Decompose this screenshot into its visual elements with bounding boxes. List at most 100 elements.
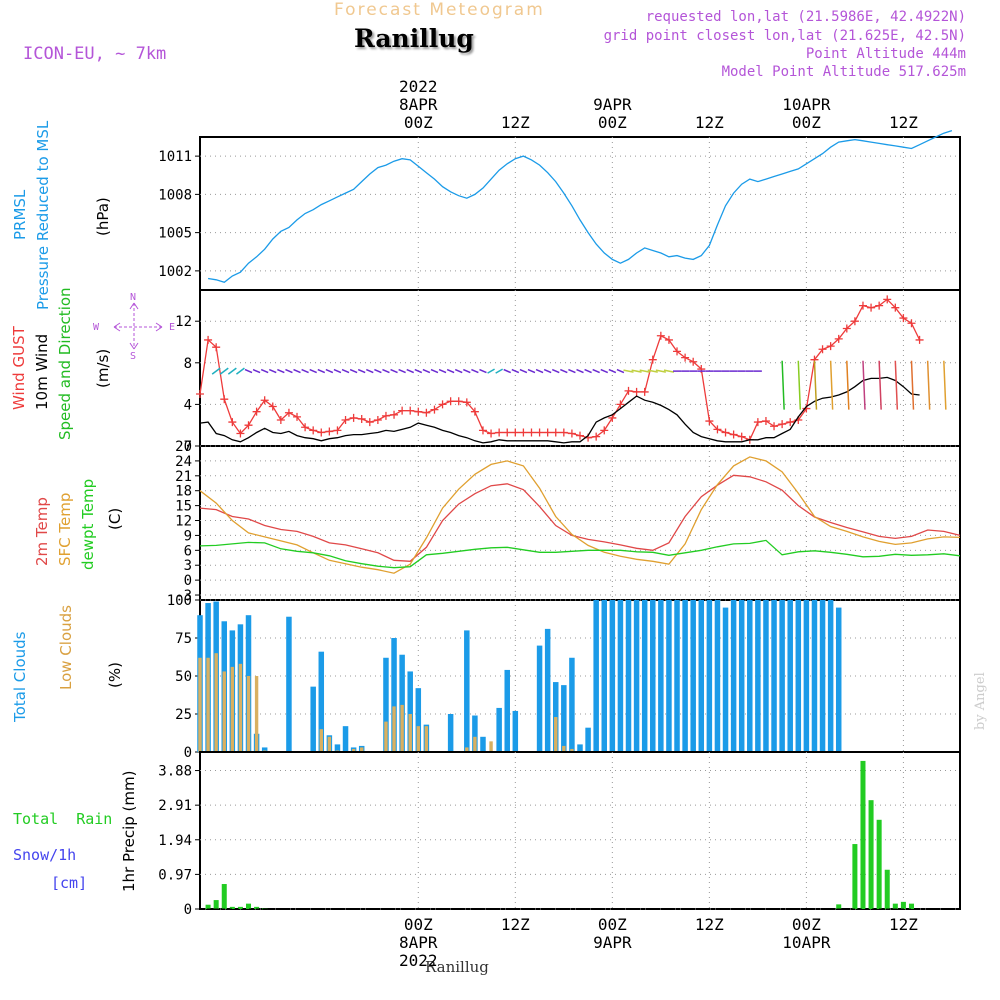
low-cloud-bar (384, 721, 388, 752)
model-point-altitude: Model Point Altitude 517.625m (721, 64, 966, 80)
wind-direction-arrow (390, 368, 398, 374)
y-tick-label: 8 (184, 356, 192, 372)
temp-sfc-label: SFC Temp (56, 493, 74, 566)
gust-marker (535, 428, 544, 437)
wind-direction-arrow (663, 369, 675, 373)
wind-direction-arrow (797, 360, 802, 410)
time-tick-label: 12Z (501, 915, 530, 934)
wind-10m-label: 10m Wind (33, 334, 51, 410)
gust-marker (470, 407, 479, 416)
gust-marker (656, 331, 665, 340)
y-tick-label: 4 (184, 397, 192, 413)
gust-marker (737, 432, 746, 441)
temp-unit: (C) (106, 508, 124, 530)
y-tick-label: 1008 (158, 187, 192, 203)
time-tick-label: 00Z (598, 113, 627, 132)
low-cloud-bar (238, 663, 243, 752)
gust-marker (778, 420, 787, 429)
time-tick-label: 00Z (792, 113, 821, 132)
total-cloud-bar (747, 600, 753, 752)
total-cloud-bar (391, 638, 397, 752)
precip-bar (860, 760, 866, 909)
wind-direction-arrow (543, 368, 552, 374)
precip-bar (900, 901, 906, 909)
product-title: Forecast Meteogram (334, 0, 545, 20)
total-cloud-bar (755, 600, 761, 752)
total-cloud-bar (666, 600, 672, 752)
total-cloud-bar (342, 726, 349, 752)
total-cloud-bar (641, 600, 648, 752)
total-cloud-bar (569, 657, 575, 752)
total-cloud-bar (690, 600, 696, 752)
wind-direction-arrow (406, 368, 415, 374)
wind-gust-label: Wind GUST (10, 325, 28, 410)
panel-frame (199, 136, 961, 291)
y-tick-label: 24 (175, 454, 192, 470)
precip-bar (205, 904, 211, 909)
gust-marker (495, 428, 504, 437)
gust-marker (196, 390, 204, 398)
total-cloud-bar (334, 744, 341, 752)
total-cloud-bar (811, 600, 818, 752)
wind-direction-arrow (333, 368, 342, 374)
time-tick-label: 00Z (598, 915, 627, 934)
time-tick-label: 12Z (889, 915, 918, 934)
series-line-sfc-temp (199, 456, 961, 574)
series-line-dewpt-temp (199, 539, 961, 569)
series-line-prmsl (207, 129, 953, 284)
gust-marker (713, 425, 722, 434)
gust-marker (317, 428, 326, 437)
gust-marker (681, 353, 690, 362)
model-label: ICON-EU, ~ 7km (23, 44, 167, 64)
wind-direction-arrow (446, 368, 455, 374)
low-cloud-bar (562, 745, 566, 752)
wind-direction-arrow (422, 368, 431, 374)
wind-direction-arrow (479, 368, 487, 374)
pressure-label-desc: Pressure Reduced to MSL (34, 120, 52, 310)
pressure-panel: 1002 1005 1008 1011 (158, 129, 961, 291)
gust-marker (414, 407, 423, 416)
precip-snow-label: Snow/1h (13, 846, 76, 864)
wind-direction-arrow (293, 368, 301, 374)
total-cloud-bar (544, 628, 551, 752)
gust-marker (770, 422, 779, 431)
total-cloud-bar (383, 657, 389, 752)
gust-marker (325, 427, 334, 436)
wind-direction-arrow (592, 368, 600, 374)
low-cloud-bar (222, 671, 226, 752)
y-tick-label: 12 (175, 314, 192, 330)
y-tick-label: 21 (175, 469, 192, 485)
y-tick-label: 6 (184, 543, 192, 559)
gust-marker (349, 413, 358, 422)
time-tick-label: 00Z (404, 915, 433, 934)
total-cloud-bar (771, 600, 777, 752)
gust-marker (673, 347, 682, 356)
y-tick-label: 18 (175, 484, 192, 500)
total-cloud-bar (650, 600, 656, 752)
total-cloud-bar (803, 600, 810, 752)
gust-marker (438, 400, 447, 409)
gust-marker (268, 402, 277, 411)
gust-marker (761, 417, 770, 426)
time-tick-label: 12Z (695, 113, 724, 132)
total-cloud-bar (674, 600, 680, 752)
total-cloud-bar (447, 714, 454, 752)
wind-direction-arrow (487, 368, 495, 374)
gust-marker (462, 398, 471, 407)
temp-2m-label: 2m Temp (33, 497, 51, 566)
precip-bar (892, 903, 898, 909)
y-tick-label: 0 (184, 439, 192, 455)
total-cloud-bar (261, 747, 268, 752)
wind-direction-arrow (268, 368, 277, 374)
total-cloud-bar (658, 600, 664, 752)
low-cloud-bar (246, 676, 251, 752)
low-cloud-bar (206, 657, 210, 752)
gust-marker (519, 428, 528, 437)
time-tick-label: 8APR (399, 933, 438, 952)
precip-panel: 0 0.97 1.94 2.91 3.88 (158, 751, 961, 918)
time-tick-label: 2022 (399, 77, 438, 96)
wind-unit: (m/s) (94, 349, 112, 388)
wind-direction-arrow (647, 369, 658, 373)
precip-bar (254, 906, 260, 909)
wind-direction-arrow (943, 360, 947, 410)
